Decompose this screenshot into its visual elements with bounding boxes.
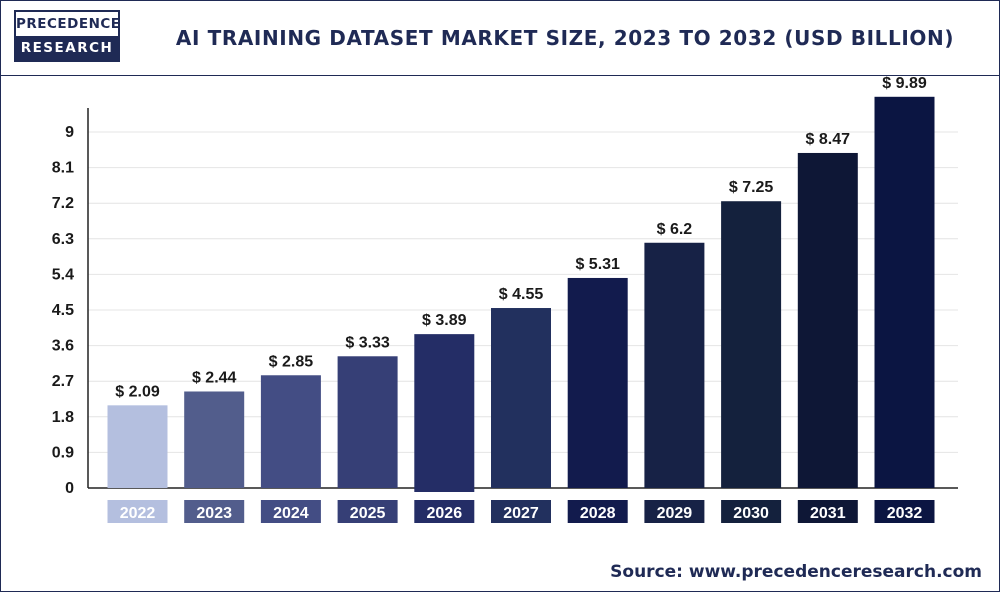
category-label-2022: 2022: [120, 505, 156, 522]
brand-logo: PRECEDENCE RESEARCH: [14, 10, 120, 62]
category-label-2024: 2024: [273, 505, 309, 522]
bar-2028: [567, 277, 628, 488]
bar-2022: [107, 405, 168, 488]
category-box-2032: [874, 500, 935, 523]
category-label-2026: 2026: [427, 505, 463, 522]
source-note: Source: www.precedenceresearch.com: [610, 562, 982, 582]
y-tick-label: 5.4: [52, 266, 74, 283]
category-label-2032: 2032: [887, 505, 923, 522]
bar-2031: [797, 152, 858, 488]
category-box-2023: [184, 500, 245, 523]
y-tick-label: 9: [65, 124, 74, 141]
chart-title: AI TRAINING DATASET MARKET SIZE, 2023 TO…: [175, 26, 955, 50]
category-box-2027: [491, 500, 551, 523]
bar-2026: [414, 334, 475, 492]
y-tick-label: 0.9: [52, 444, 74, 461]
category-label-2030: 2030: [733, 505, 769, 522]
value-label-2030: $ 7.25: [729, 179, 774, 196]
bar-2029: [644, 242, 705, 488]
bar-2024: [260, 375, 321, 488]
bars: [107, 96, 935, 492]
category-box-2031: [797, 500, 858, 523]
value-labels: $ 2.09 $ 2.44 $ 2.85 $ 3.33 $ 3.89 $ 4.55 $ 5.…: [115, 75, 927, 401]
category-box-2022: [107, 500, 168, 523]
bar-2032: [874, 96, 935, 488]
category-label-2023: 2023: [196, 505, 232, 522]
y-tick-label: 1.8: [52, 409, 74, 426]
category-label-2025: 2025: [350, 505, 386, 522]
value-label-2028: $ 5.31: [575, 256, 620, 273]
y-tick-label: 8.1: [52, 160, 74, 177]
bar-2025: [337, 356, 398, 488]
x-category-labels: 2022 2023 2024 2025 2026 2027 2028 2029 2030 2031…: [107, 500, 935, 523]
value-label-2032: $ 9.89: [882, 75, 927, 92]
category-box-2030: [721, 500, 782, 523]
category-box-2026: [414, 500, 475, 523]
category-label-2027: 2027: [503, 505, 539, 522]
chart-header: PRECEDENCE RESEARCH AI TRAINING DATASET …: [1, 1, 999, 76]
category-label-2031: 2031: [810, 505, 846, 522]
value-label-2022: $ 2.09: [115, 383, 160, 400]
y-tick-label: 0: [65, 480, 74, 497]
value-label-2025: $ 3.33: [345, 334, 390, 351]
category-box-2025: [337, 500, 398, 523]
value-label-2026: $ 3.89: [422, 312, 467, 329]
logo-bottom-text: RESEARCH: [16, 36, 118, 60]
bar-2027: [491, 308, 551, 488]
y-tick-label: 2.7: [52, 373, 74, 390]
value-label-2031: $ 8.47: [806, 131, 851, 148]
category-label-2029: 2029: [657, 505, 693, 522]
bar-2023: [184, 391, 245, 488]
value-label-2023: $ 2.44: [192, 369, 237, 386]
category-box-2029: [644, 500, 705, 523]
y-tick-label: 6.3: [52, 231, 74, 248]
category-label-2028: 2028: [580, 505, 616, 522]
y-tick-label: 3.6: [52, 338, 74, 355]
y-tick-label: 7.2: [52, 195, 74, 212]
value-label-2029: $ 6.2: [657, 221, 693, 238]
value-label-2024: $ 2.85: [269, 353, 314, 370]
logo-top-text: PRECEDENCE: [16, 12, 120, 36]
category-box-2024: [260, 500, 321, 523]
value-label-2027: $ 4.55: [499, 286, 544, 303]
y-tick-label: 4.5: [52, 302, 74, 319]
bar-2030: [721, 201, 782, 488]
category-box-2028: [567, 500, 628, 523]
